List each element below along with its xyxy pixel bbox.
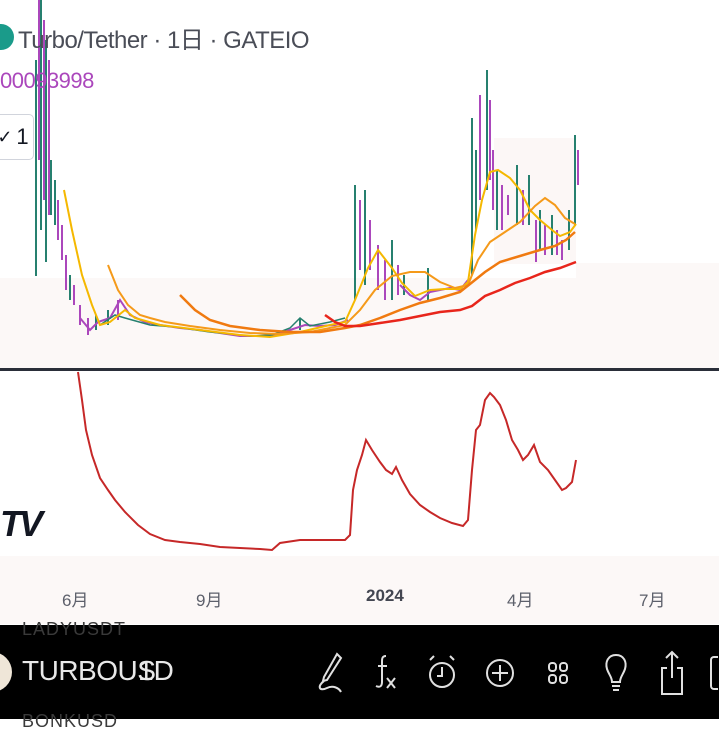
ma-fast-line xyxy=(63,168,577,339)
time-axis-label: 9月 xyxy=(196,591,223,610)
lightbulb-icon[interactable] xyxy=(596,644,636,702)
ma-long-line xyxy=(324,260,577,328)
future-area-shade xyxy=(576,263,719,368)
timeframe-button[interactable]: 1D xyxy=(138,655,174,686)
last-price: 00093998 xyxy=(0,68,94,93)
symbol-header[interactable]: Turbo/Tether · 1日 · GATEIO xyxy=(0,20,310,54)
layout-grid-icon[interactable] xyxy=(538,644,578,702)
time-axis-label: 7月 xyxy=(639,591,666,610)
more-icon[interactable] xyxy=(708,644,719,702)
tradingview-logo: TV xyxy=(0,503,43,544)
checkmark-icon: ✓ xyxy=(0,126,13,147)
ma-mid-line xyxy=(107,196,576,336)
time-axis-label: 6月 xyxy=(62,591,89,610)
prev-symbol-ghost: LADYUSDT xyxy=(22,619,127,639)
function-fx-icon[interactable] xyxy=(365,644,405,702)
symbol-avatar xyxy=(0,652,12,692)
indicators-count: 1 xyxy=(16,124,29,149)
coin-logo-icon xyxy=(0,24,14,50)
time-axis-label: 2024 xyxy=(366,586,404,605)
price-plot[interactable] xyxy=(0,0,719,625)
ma-slow-line xyxy=(179,231,576,334)
time-axis[interactable] xyxy=(0,556,719,624)
draw-pen-icon[interactable] xyxy=(310,644,350,702)
share-icon[interactable] xyxy=(652,644,692,702)
alarm-clock-icon[interactable] xyxy=(422,644,462,702)
chart-area[interactable]: Turbo/Tether · 1日 · GATEIO 00093998 ✓ 1 … xyxy=(0,0,719,625)
candles-down xyxy=(38,0,579,335)
indicator-line xyxy=(77,371,577,552)
next-symbol-ghost: BONKUSD xyxy=(22,711,119,731)
pane-separator[interactable] xyxy=(0,368,719,371)
symbol-button[interactable]: TURBOUS xyxy=(22,655,156,686)
time-axis-label: 4月 xyxy=(507,591,534,610)
symbol-title: Turbo/Tether · 1日 · GATEIO xyxy=(18,26,310,54)
add-circle-icon[interactable] xyxy=(480,644,520,702)
indicators-toggle-button[interactable]: ✓ 1 xyxy=(0,114,34,160)
